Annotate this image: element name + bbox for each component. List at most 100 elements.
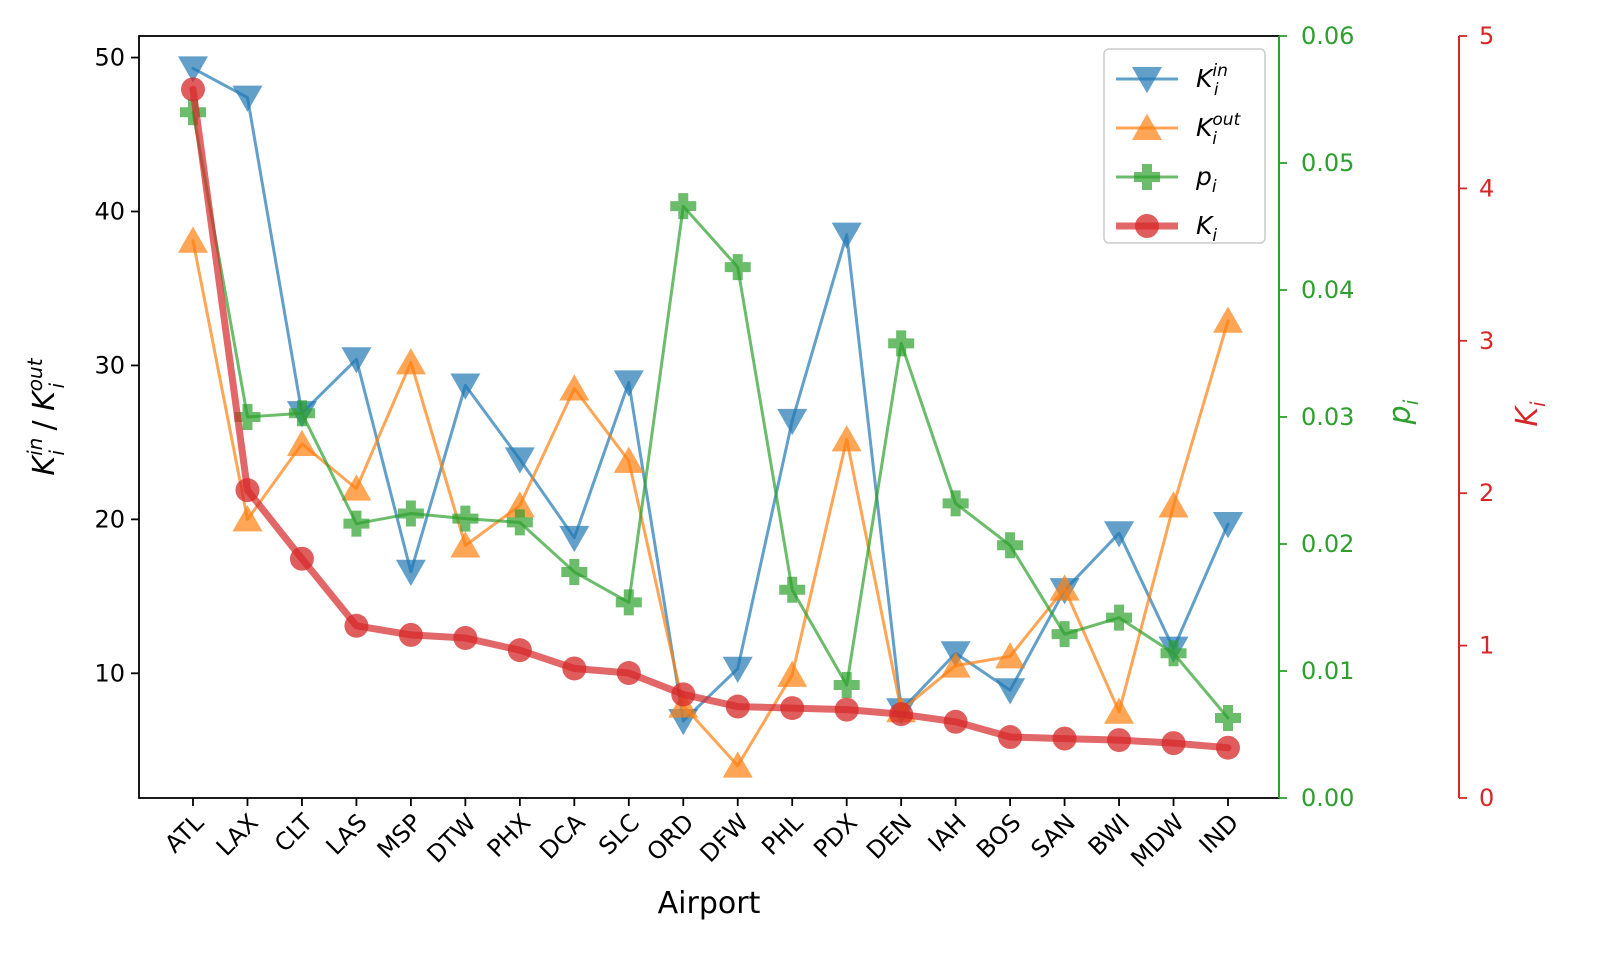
left-axis-tick-label: 40	[94, 197, 125, 225]
x-axis-tick-label: BOS	[971, 808, 1026, 863]
legend-label-sup: out	[1212, 110, 1241, 130]
x-axis-tick-label: PHL	[756, 808, 809, 861]
data-point-ki-LAS	[344, 613, 369, 638]
x-axis-tick-label: SLC	[593, 808, 645, 860]
pi-axis-tick-label: 0.00	[1301, 784, 1354, 812]
legend-entry-kout: Kout i	[1116, 110, 1242, 149]
legend-marker-kout	[1132, 113, 1162, 140]
data-point-kout-PHX	[504, 491, 535, 518]
data-point-ki-PHX	[507, 638, 532, 663]
data-point-ki-LAX	[235, 478, 260, 503]
x-axis-label: Airport	[658, 886, 761, 921]
data-point-ki-ATL	[181, 77, 205, 102]
data-point-kin-PHL	[777, 408, 808, 436]
data-point-kin-PDX	[831, 222, 862, 249]
data-point-kout-LAS	[341, 474, 372, 501]
left-axis-label-sup-out: out	[23, 357, 47, 391]
pi-axis-label: pi	[1383, 399, 1423, 425]
data-point-ki-SAN	[1052, 726, 1077, 751]
left-axis-label-sub: i	[45, 450, 69, 456]
pi-axis-label-sub: i	[1399, 399, 1423, 405]
left-axis-label: Kini / Kouti	[23, 357, 69, 475]
legend-label-sub: i	[1214, 80, 1219, 100]
data-point-pi-CLT	[288, 400, 315, 427]
ki-axis-label: Ki	[1510, 401, 1550, 427]
pi-axis-tick-label: 0.02	[1301, 530, 1354, 558]
legend-box	[1103, 48, 1266, 244]
x-axis-tick-label: LAX	[211, 808, 264, 861]
data-point-pi-BWI	[1106, 604, 1133, 631]
data-point-pi-DFW	[724, 254, 751, 281]
data-point-ki-PHL	[780, 696, 805, 721]
legend-label-sub: i	[1212, 226, 1217, 246]
data-point-pi-MDW	[1160, 640, 1187, 667]
x-axis-tick-label: MDW	[1125, 808, 1189, 872]
axes-layer: 10 20 30 40 50 0.00 0.01 0.02 0.03 0.04 0.05 0.06 0 1…	[23, 22, 1550, 921]
legend-label-sub: i	[1212, 129, 1217, 149]
x-axis-tick-label: SAN	[1026, 808, 1081, 863]
pi-axis-tick-label: 0.05	[1301, 149, 1354, 177]
data-point-kin-DCA	[559, 525, 590, 553]
x-axis-tick-label: DTW	[422, 808, 482, 868]
data-point-kin-IND	[1213, 511, 1243, 539]
left-axis-label-sub2: i	[45, 382, 69, 388]
x-axis-tick-label: CLT	[269, 808, 318, 857]
x-axis-tick-label: PDX	[808, 808, 863, 863]
x-axis-tick-label: IND	[1194, 808, 1245, 859]
legend-label-ki: Ki	[1196, 211, 1217, 246]
data-point-kin-ATL	[178, 56, 208, 83]
pi-axis-tick-label: 0.01	[1301, 657, 1354, 685]
data-point-pi-LAS	[343, 510, 370, 537]
x-axis-tick-label: DCA	[534, 808, 591, 865]
data-point-kout-MSP	[395, 348, 426, 375]
data-point-ki-BWI	[1107, 728, 1132, 753]
data-point-pi-PDX	[833, 671, 860, 698]
legend-label-kout: Kout i	[1196, 110, 1242, 149]
pi-axis-tick-label: 0.04	[1301, 276, 1354, 304]
x-axis-tick-label: DEN	[861, 808, 917, 864]
data-point-ki-SLC	[616, 661, 641, 686]
series-line-kin	[191, 66, 1230, 723]
data-point-kin-BOS	[995, 678, 1026, 705]
series-line-kout	[191, 239, 1230, 768]
x-axis-tick-label: DFW	[695, 808, 754, 867]
legend-marker-pi	[1134, 164, 1160, 190]
legend-marker-kin	[1132, 67, 1162, 94]
data-point-kin-MSP	[395, 559, 426, 586]
legend-label-main: K	[1196, 64, 1215, 93]
data-point-kin-SLC	[613, 370, 644, 397]
data-point-kin-LAX	[232, 85, 263, 112]
data-point-kin-DTW	[450, 373, 481, 400]
series-ki	[181, 77, 1240, 760]
series-kout	[178, 226, 1243, 778]
data-point-ki-IND	[1216, 735, 1240, 760]
x-axis-tick-label: LAS	[321, 808, 373, 860]
data-point-pi-MSP	[397, 500, 424, 527]
legend-label-kin: Kin i	[1196, 61, 1228, 100]
x-axis-tick-label: MSP	[372, 808, 427, 863]
data-point-pi-ORD	[670, 193, 697, 220]
ki-axis-tick-label: 0	[1479, 784, 1494, 812]
data-point-kout-DFW	[722, 751, 753, 778]
data-point-kout-PDX	[831, 425, 862, 452]
data-point-kout-LAX	[232, 505, 263, 532]
data-point-ki-ORD	[671, 682, 696, 707]
series-line-ki	[189, 85, 1232, 752]
data-point-pi-DEN	[888, 330, 915, 357]
ki-axis-tick-label: 4	[1479, 174, 1494, 202]
x-axis-tick-label: ORD	[641, 808, 699, 866]
data-point-kout-PHL	[777, 660, 808, 687]
data-point-kout-ATL	[178, 226, 208, 253]
data-point-pi-SAN	[1051, 621, 1078, 648]
data-point-pi-PHX	[506, 509, 533, 536]
ki-axis-label-k: K	[1510, 405, 1545, 427]
left-axis-label-sep: /	[27, 411, 62, 440]
legend-label-main: K	[1196, 113, 1215, 142]
pi-axis-tick-label: 0.06	[1301, 22, 1354, 50]
left-axis-label-k: K	[27, 454, 62, 476]
data-point-pi-SLC	[615, 589, 642, 616]
data-point-pi-DTW	[452, 505, 479, 532]
data-point-kout-BOS	[995, 642, 1026, 669]
